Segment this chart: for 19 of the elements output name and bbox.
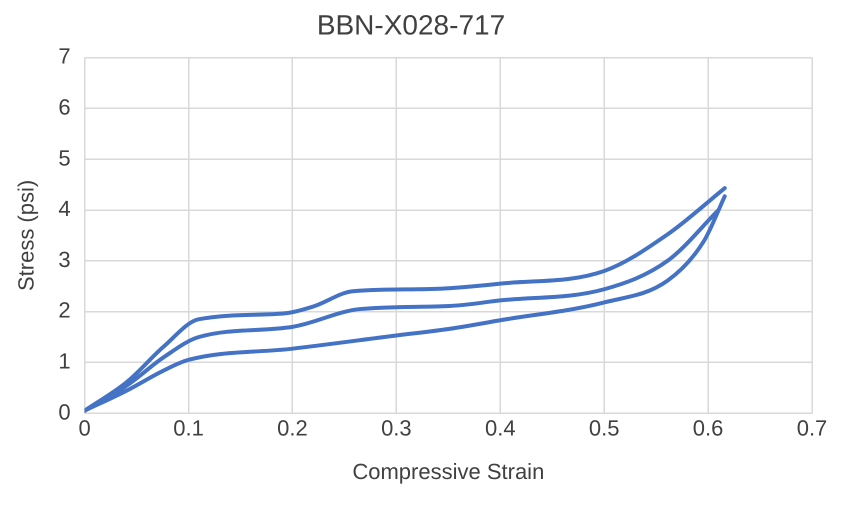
y-tick-label: 4	[58, 196, 71, 222]
x-axis-title: Compressive Strain	[352, 458, 544, 484]
x-tick-label: 0.2	[277, 415, 308, 440]
x-tick-label: 0.7	[796, 415, 828, 440]
y-tick-label: 7	[58, 44, 71, 69]
x-tick-label: 0.4	[484, 415, 516, 440]
y-axis-title: Stress (psi)	[13, 180, 38, 292]
x-tick-label: 0.6	[692, 415, 724, 440]
y-tick-label: 1	[58, 348, 71, 374]
y-tick-label: 6	[58, 94, 71, 120]
x-tick-label: 0	[78, 415, 91, 440]
y-tick-label: 5	[58, 145, 71, 170]
y-tick-label: 0	[58, 399, 71, 424]
x-tick-label: 0.1	[173, 415, 204, 440]
y-tick-label: 2	[58, 298, 71, 323]
chart-title: BBN-X028-717	[316, 10, 506, 41]
x-tick-label: 0.3	[381, 415, 412, 440]
x-tick-label: 0.5	[588, 415, 620, 440]
y-tick-label: 3	[58, 246, 71, 272]
